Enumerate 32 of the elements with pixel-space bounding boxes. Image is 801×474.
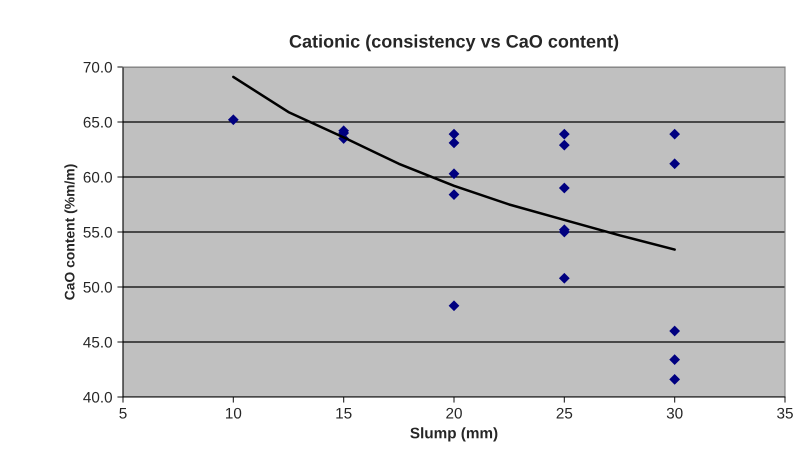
point <box>558 272 570 284</box>
x-tick-label: 10 <box>226 408 242 419</box>
y-tick-label: 45.0 <box>83 336 112 348</box>
point <box>669 354 680 365</box>
y-tick-label: 50.0 <box>83 282 112 293</box>
x-tick-label: 5 <box>119 408 127 419</box>
point <box>558 182 570 194</box>
point <box>558 128 570 140</box>
x-tick-label: 35 <box>777 408 793 419</box>
y-tick-label: 60.0 <box>84 172 112 183</box>
point <box>669 158 680 170</box>
y-axis-title: CaO content (%m/m) <box>64 164 78 300</box>
x-axis-title: Slump (mm) <box>410 427 498 442</box>
point <box>448 189 460 200</box>
point <box>669 374 680 385</box>
y-tick-label: 65.0 <box>84 116 112 128</box>
x-tick-label: 20 <box>446 408 462 419</box>
point <box>448 300 460 312</box>
point <box>669 128 680 140</box>
x-tick-label: 25 <box>556 408 572 419</box>
point <box>448 168 460 180</box>
point <box>558 140 570 150</box>
y-tick-label: 70.0 <box>84 62 112 73</box>
x-tick-label: 30 <box>666 408 683 419</box>
chart-title: Cationic (consistency vs CaO content) <box>290 34 618 52</box>
y-tick-label: 40.0 <box>83 392 112 403</box>
point <box>228 114 239 126</box>
point <box>448 128 460 140</box>
point <box>669 326 680 336</box>
x-tick-label: 15 <box>336 408 352 419</box>
y-tick-label: 55.0 <box>83 226 112 238</box>
point <box>448 138 460 148</box>
